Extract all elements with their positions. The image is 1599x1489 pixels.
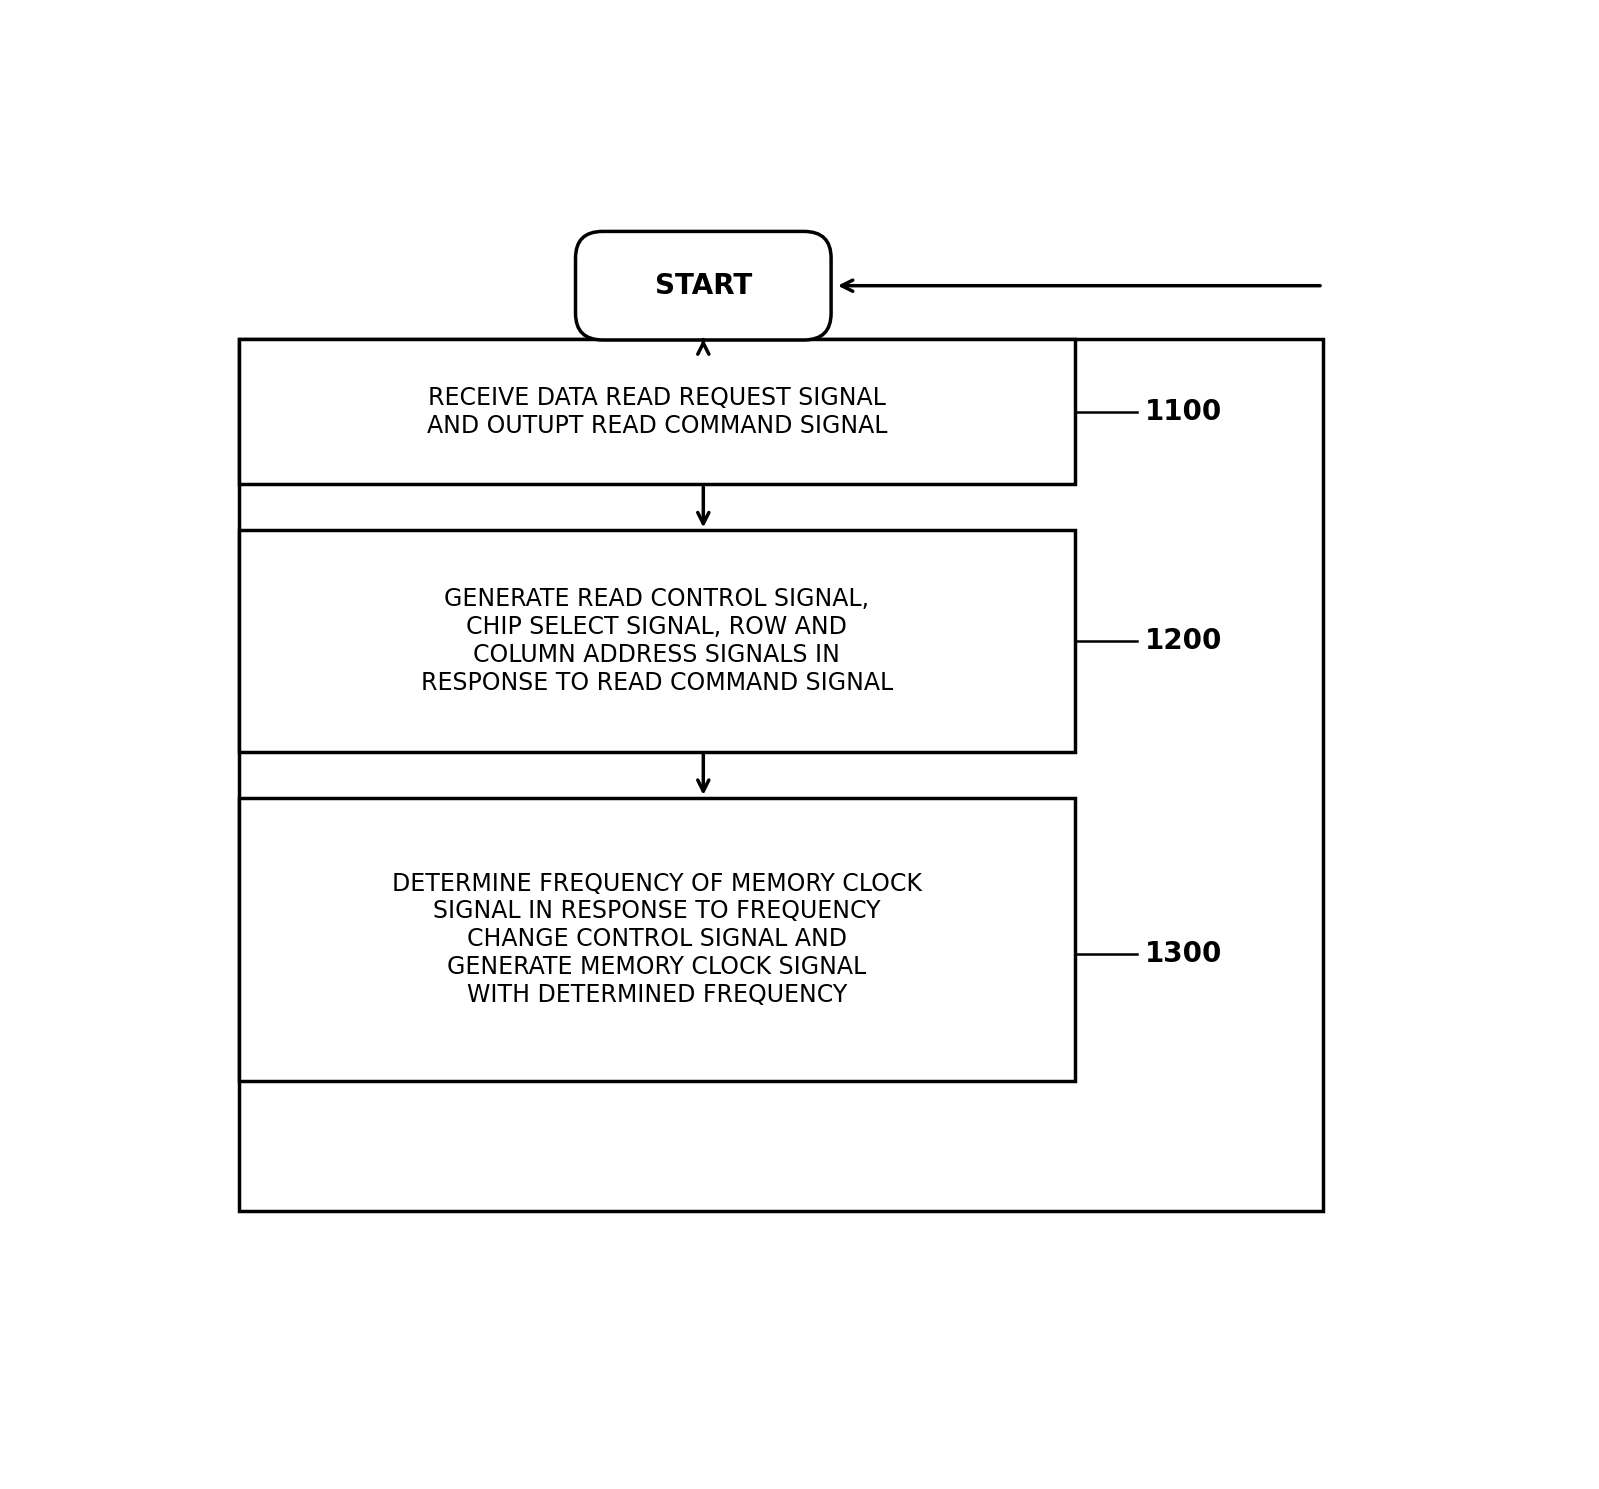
- Text: RECEIVE DATA READ REQUEST SIGNAL
AND OUTUPT READ COMMAND SIGNAL: RECEIVE DATA READ REQUEST SIGNAL AND OUT…: [427, 386, 887, 438]
- Text: START: START: [654, 271, 752, 299]
- Text: 1200: 1200: [1145, 627, 1222, 655]
- Bar: [238, 530, 1075, 752]
- FancyBboxPatch shape: [576, 231, 831, 339]
- Text: GENERATE READ CONTROL SIGNAL,
CHIP SELECT SIGNAL, ROW AND
COLUMN ADDRESS SIGNALS: GENERATE READ CONTROL SIGNAL, CHIP SELEC…: [421, 588, 892, 695]
- Text: 1300: 1300: [1145, 941, 1222, 968]
- Text: DETERMINE FREQUENCY OF MEMORY CLOCK
SIGNAL IN RESPONSE TO FREQUENCY
CHANGE CONTR: DETERMINE FREQUENCY OF MEMORY CLOCK SIGN…: [392, 871, 923, 1007]
- Bar: [238, 339, 1322, 1211]
- Bar: [238, 339, 1075, 484]
- Bar: [238, 798, 1075, 1081]
- Text: 1100: 1100: [1145, 398, 1222, 426]
